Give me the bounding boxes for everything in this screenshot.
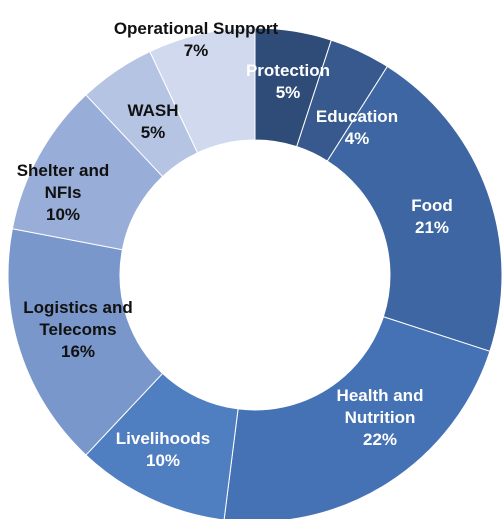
donut-slice	[326, 65, 502, 352]
category-label: Food	[411, 195, 453, 215]
slice-label: Health and Nutrition 22%	[325, 385, 435, 451]
slice-label: Shelter and NFIs 10%	[13, 160, 113, 226]
value-label: 22%	[362, 430, 398, 450]
donut-slice	[149, 27, 256, 154]
value-label: 7%	[183, 41, 209, 60]
slice-label: Logistics and Telecoms 16%	[11, 297, 146, 363]
value-label: 10%	[145, 451, 181, 470]
category-label: Shelter and NFIs	[16, 160, 110, 202]
value-label: 4%	[344, 129, 370, 148]
value-label: 21%	[414, 218, 450, 237]
slice-label: Livelihoods 10%	[88, 428, 238, 472]
category-label: WASH	[127, 100, 179, 120]
donut-slice	[223, 316, 491, 519]
category-label: Logistics and Telecoms	[23, 297, 133, 339]
category-label: Health and Nutrition	[336, 385, 424, 427]
value-label: 16%	[60, 342, 96, 362]
value-label: 5%	[275, 83, 301, 102]
value-label: 10%	[45, 205, 81, 225]
slice-label: Protection 5%	[223, 60, 353, 104]
category-label: Protection	[245, 60, 331, 80]
category-label: Education	[315, 106, 399, 126]
slice-label: Operational Support 7%	[76, 18, 316, 62]
slice-label: Education 4%	[292, 106, 422, 150]
category-label: Livelihoods	[115, 428, 211, 448]
slice-label: WASH 5%	[103, 100, 203, 144]
category-label: Operational Support	[113, 18, 279, 38]
slice-label: Food 21%	[367, 195, 497, 239]
value-label: 5%	[140, 123, 166, 142]
